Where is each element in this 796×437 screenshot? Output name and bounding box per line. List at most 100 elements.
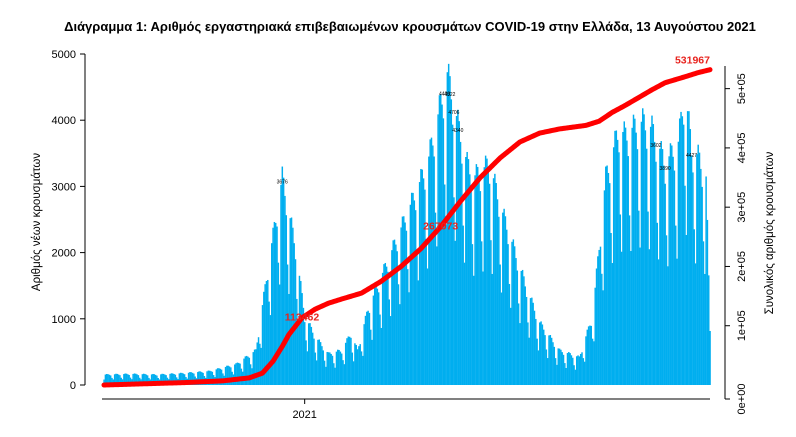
daily-bar <box>609 183 611 385</box>
daily-bar <box>333 363 335 385</box>
daily-bar <box>329 352 331 385</box>
daily-bar <box>668 156 670 385</box>
y-tick-label: 1000 <box>52 314 76 326</box>
daily-bar <box>330 353 332 385</box>
daily-bar <box>639 247 641 385</box>
daily-bar <box>224 366 227 385</box>
daily-bar <box>255 349 257 385</box>
cumulative-line <box>101 67 713 388</box>
daily-bar <box>614 130 616 385</box>
daily-bar <box>383 264 385 385</box>
daily-bar <box>125 373 128 385</box>
daily-bar <box>603 190 606 385</box>
daily-bar <box>509 307 512 385</box>
daily-bar <box>632 114 635 385</box>
daily-bar <box>574 369 577 385</box>
daily-bar <box>536 338 538 385</box>
daily-bar <box>193 373 195 385</box>
daily-bar <box>342 360 344 385</box>
daily-bar <box>533 310 536 385</box>
daily-bar <box>636 149 639 385</box>
daily-bar <box>123 374 125 385</box>
daily-bar <box>115 373 117 385</box>
daily-bar <box>372 295 375 385</box>
daily-bar <box>190 372 192 385</box>
daily-bar <box>359 344 361 385</box>
daily-bar <box>490 240 492 385</box>
daily-bar <box>407 269 409 385</box>
daily-bar <box>671 145 673 385</box>
daily-bar <box>554 358 557 385</box>
daily-bar <box>582 358 585 385</box>
daily-bar <box>586 329 589 385</box>
daily-bar <box>709 330 711 385</box>
y2-axis-title: Συνολικός αριθμός κρουσμάτων <box>764 151 776 314</box>
daily-bar <box>376 288 379 385</box>
daily-bar <box>278 284 281 385</box>
cumulative-label: 267073 <box>423 221 458 233</box>
daily-bar <box>226 365 228 385</box>
daily-bar <box>459 141 462 385</box>
daily-bar <box>393 239 396 385</box>
daily-bar <box>694 263 697 385</box>
daily-bar <box>377 292 380 385</box>
daily-bar <box>311 332 314 385</box>
daily-bar <box>511 241 513 385</box>
daily-bar <box>144 373 146 385</box>
daily-bar <box>651 115 653 385</box>
daily-bar <box>665 235 668 385</box>
daily-bar <box>437 114 439 386</box>
daily-bar <box>247 356 249 385</box>
daily-bar <box>268 301 270 385</box>
daily-bar <box>286 264 289 385</box>
daily-bar <box>544 335 546 385</box>
daily-bar <box>535 318 537 385</box>
daily-bar <box>367 310 369 385</box>
daily-bar <box>647 211 649 385</box>
daily-bar <box>537 350 540 385</box>
daily-bar <box>529 298 532 385</box>
daily-bar <box>593 341 595 385</box>
daily-bar <box>465 157 467 385</box>
daily-bar <box>508 283 511 385</box>
daily-bar <box>528 337 530 385</box>
daily-bar <box>108 374 111 385</box>
daily-bar <box>165 375 167 385</box>
daily-bar <box>685 234 688 385</box>
daily-bar <box>560 349 562 385</box>
daily-bar <box>630 251 632 385</box>
daily-bar <box>556 364 558 385</box>
daily-bar <box>362 355 364 385</box>
daily-bar <box>677 141 680 385</box>
daily-bar <box>434 212 437 385</box>
daily-bar <box>616 139 619 385</box>
daily-bar <box>624 127 627 386</box>
daily-bar <box>416 254 418 385</box>
daily-bar <box>183 374 186 385</box>
daily-bar <box>483 167 486 385</box>
daily-bar <box>220 369 223 385</box>
daily-bar <box>392 240 394 385</box>
daily-bar <box>482 271 484 385</box>
daily-bar <box>569 353 571 385</box>
daily-bar <box>309 323 311 385</box>
daily-bar <box>532 302 534 385</box>
daily-bar <box>583 361 586 385</box>
daily-bar <box>113 374 116 385</box>
daily-bar <box>289 218 291 385</box>
daily-bar <box>469 174 471 385</box>
daily-bar <box>276 226 278 385</box>
daily-bar <box>692 172 694 385</box>
daily-bar <box>466 151 468 385</box>
daily-bar <box>491 273 493 385</box>
daily-bar <box>373 287 376 385</box>
daily-bar <box>418 182 421 385</box>
daily-bar <box>127 374 129 385</box>
daily-bar <box>181 372 183 385</box>
daily-bar <box>480 241 483 385</box>
daily-bar <box>260 347 262 385</box>
daily-bar <box>606 165 608 385</box>
daily-bar <box>350 337 352 385</box>
y2-tick-label: 1e+05 <box>736 310 748 341</box>
daily-bar <box>150 374 153 385</box>
